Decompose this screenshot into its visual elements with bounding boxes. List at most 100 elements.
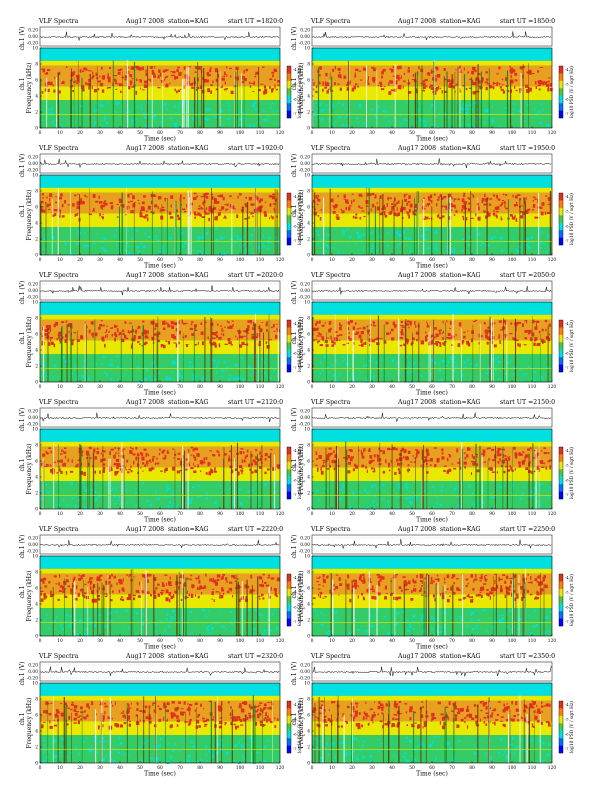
emission-speckle [117, 470, 120, 473]
emission-speckle [443, 469, 446, 472]
background-speckle [140, 380, 144, 383]
emission-speckle [422, 82, 426, 86]
emission-speckle [470, 217, 474, 219]
emission-speckle [475, 456, 478, 458]
background-speckle [52, 236, 55, 239]
emission-speckle [535, 86, 537, 89]
background-speckle [234, 363, 238, 367]
background-speckle [328, 630, 331, 633]
background-speckle [450, 485, 452, 487]
background-speckle [75, 377, 78, 380]
y-tick-label: 4 [35, 476, 38, 481]
emission-speckle [204, 210, 207, 214]
emission-speckle [67, 585, 70, 588]
emission-speckle [203, 193, 206, 196]
emission-speckle [158, 452, 161, 456]
background-speckle [387, 631, 391, 635]
background-speckle [529, 496, 532, 498]
colorbar-segment [559, 618, 563, 627]
emission-speckle [96, 594, 100, 598]
emission-speckle [361, 593, 364, 596]
spectrogram-panel-9: VLF Spectra Aug17 2008 station=KAG start UT… [19, 526, 303, 651]
emission-speckle [517, 194, 521, 196]
emission-speckle [351, 193, 354, 195]
emission-speckle [498, 577, 500, 582]
emission-speckle [547, 88, 550, 92]
waveform-tick-label: 0.20 [300, 409, 310, 414]
emission-speckle [416, 206, 418, 210]
background-speckle [249, 124, 252, 127]
emission-speckle [458, 343, 461, 348]
colorbar-segment [287, 73, 291, 82]
emission-speckle [162, 70, 164, 73]
emission-speckle [536, 452, 540, 456]
emission-speckle [127, 596, 131, 601]
emission-speckle [493, 587, 497, 591]
emission-speckle [232, 205, 235, 208]
background-speckle [213, 359, 216, 362]
emission-speckle [196, 586, 199, 590]
x-axis-label: Time (sec) [144, 644, 176, 651]
band-orange [40, 192, 280, 214]
emission-speckle [272, 193, 275, 196]
y-tick-label: 0 [35, 127, 38, 132]
emission-speckle [157, 339, 160, 343]
panel-start-ut-label: start UT =1920:0 [228, 145, 283, 152]
emission-speckle [341, 210, 345, 214]
emission-speckle [317, 332, 320, 334]
y-axis-label: Frequency (kHz) [298, 443, 305, 494]
emission-speckle [272, 74, 274, 78]
emission-speckle [58, 582, 61, 586]
background-speckle [146, 621, 149, 625]
emission-speckle [482, 449, 486, 453]
emission-speckle [274, 78, 276, 81]
emission-speckle [96, 451, 100, 455]
emission-speckle [505, 207, 509, 210]
emission-speckle [173, 336, 176, 340]
background-speckle [392, 246, 394, 249]
emission-speckle [492, 81, 495, 85]
background-speckle [219, 485, 222, 488]
colorbar-segment [287, 207, 291, 216]
x-tick-label: 0 [39, 512, 42, 517]
colorbar-tick-label: -4 [565, 68, 569, 72]
background-speckle [109, 362, 112, 365]
emission-speckle [253, 322, 255, 326]
background-speckle [439, 490, 442, 492]
emission-speckle [114, 80, 117, 83]
emission-speckle [129, 574, 132, 577]
emission-speckle [386, 203, 388, 207]
background-speckle [258, 496, 261, 498]
emission-speckle [262, 579, 264, 584]
emission-speckle [173, 594, 175, 596]
emission-speckle [150, 194, 153, 198]
emission-speckle [368, 338, 372, 342]
background-speckle [541, 231, 544, 234]
background-speckle [140, 108, 143, 110]
emission-speckle [547, 337, 551, 342]
colorbar-label: log10 PSD (V / sqrt Hz) [298, 193, 303, 245]
emission-speckle [361, 452, 364, 456]
emission-speckle [153, 577, 157, 581]
emission-speckle [468, 447, 470, 451]
emission-speckle [481, 77, 484, 81]
emission-speckle [225, 577, 228, 581]
emission-speckle [400, 321, 403, 323]
panel-station-label: station=KAG [168, 399, 209, 406]
emission-speckle [243, 451, 245, 454]
emission-speckle [232, 595, 234, 598]
background-speckle [523, 356, 526, 358]
emission-speckle [241, 471, 243, 475]
emission-speckle [472, 82, 476, 85]
background-speckle [100, 241, 104, 243]
emission-speckle [356, 331, 360, 334]
emission-speckle [275, 88, 279, 91]
emission-speckle [394, 326, 396, 329]
emission-speckle [489, 591, 493, 595]
background-speckle [527, 246, 531, 249]
emission-speckle [142, 320, 145, 323]
emission-speckle [320, 467, 322, 471]
background-speckle [395, 622, 399, 626]
emission-speckle [170, 321, 174, 325]
emission-speckle [477, 73, 481, 75]
